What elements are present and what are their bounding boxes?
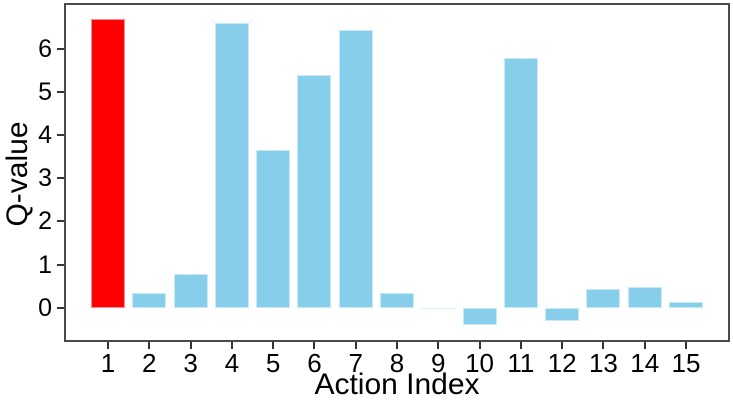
x-tick-mark-13 [602, 342, 605, 349]
x-tick-mark-1 [107, 342, 109, 349]
y-tick-label-6: 6 [38, 34, 52, 63]
bar-action-2 [132, 292, 167, 308]
x-tick-label-8: 8 [389, 348, 405, 378]
x-axis-label: Action Index [314, 368, 480, 401]
bar-action-5 [256, 150, 291, 308]
bar-action-3 [173, 274, 208, 308]
x-tick-mark-2 [148, 342, 151, 349]
x-tick-label-15: 15 [671, 348, 701, 378]
x-tick-label-7: 7 [348, 348, 363, 378]
x-tick-label-10: 10 [465, 348, 495, 378]
y-tick-label-2: 2 [38, 207, 52, 236]
y-tick-label-3: 3 [38, 164, 52, 193]
x-tick-mark-7 [354, 342, 357, 349]
x-tick-mark-9 [437, 342, 440, 349]
y-tick-mark-3 [57, 177, 64, 180]
x-tick-label-2: 2 [142, 348, 157, 378]
x-tick-label-9: 9 [431, 348, 446, 378]
x-tick-label-5: 5 [265, 348, 281, 378]
x-tick-mark-8 [396, 342, 398, 349]
y-tick-mark-6 [57, 47, 64, 50]
y-tick-mark-1 [57, 263, 64, 266]
x-tick-mark-11 [519, 342, 522, 349]
x-tick-mark-3 [189, 342, 192, 349]
y-tick-mark-5 [57, 91, 64, 94]
bar-action-7 [338, 29, 373, 308]
x-tick-label-14: 14 [630, 348, 660, 378]
x-tick-label-4: 4 [224, 348, 240, 378]
x-tick-label-6: 6 [307, 348, 322, 378]
bar-action-15 [669, 301, 703, 308]
bar-action-13 [586, 288, 621, 308]
x-tick-label-11: 11 [507, 348, 535, 378]
x-tick-label-12: 12 [547, 348, 577, 378]
x-tick-mark-4 [230, 342, 233, 349]
x-tick-mark-5 [272, 342, 275, 349]
bar-action-6 [297, 74, 332, 308]
y-tick-mark-0 [57, 306, 64, 309]
bar-action-9 [421, 307, 456, 310]
y-tick-mark-4 [57, 134, 64, 137]
x-tick-mark-12 [561, 342, 564, 349]
y-tick-mark-2 [57, 220, 64, 223]
bar-action-14 [627, 287, 662, 308]
plot-area: 1 2 3 4 5 6 7 8 9 10 11 12 13 14 15 0 1 2 3 4 5 6 [38, 3, 730, 377]
bar-action-1 [91, 18, 125, 308]
bar-action-12 [545, 307, 580, 322]
y-tick-label-0: 0 [38, 293, 52, 322]
bar-action-8 [380, 293, 414, 308]
bar-action-10 [462, 307, 497, 325]
bar-action-11 [503, 57, 538, 308]
x-tick-label-3: 3 [183, 348, 198, 378]
x-tick-label-13: 13 [588, 348, 618, 378]
x-tick-mark-10 [478, 342, 481, 349]
x-tick-mark-6 [313, 342, 316, 349]
bar-action-4 [214, 23, 249, 308]
x-tick-label-1: 1 [100, 348, 116, 378]
x-tick-mark-14 [643, 342, 646, 349]
x-tick-mark-15 [685, 342, 687, 349]
y-tick-label-1: 1 [38, 250, 52, 279]
y-tick-label-4: 4 [38, 121, 52, 150]
y-tick-label-5: 5 [38, 78, 52, 107]
